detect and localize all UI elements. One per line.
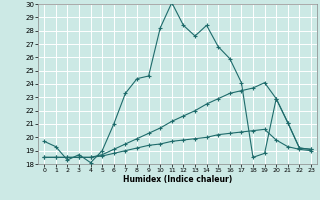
X-axis label: Humidex (Indice chaleur): Humidex (Indice chaleur): [123, 175, 232, 184]
